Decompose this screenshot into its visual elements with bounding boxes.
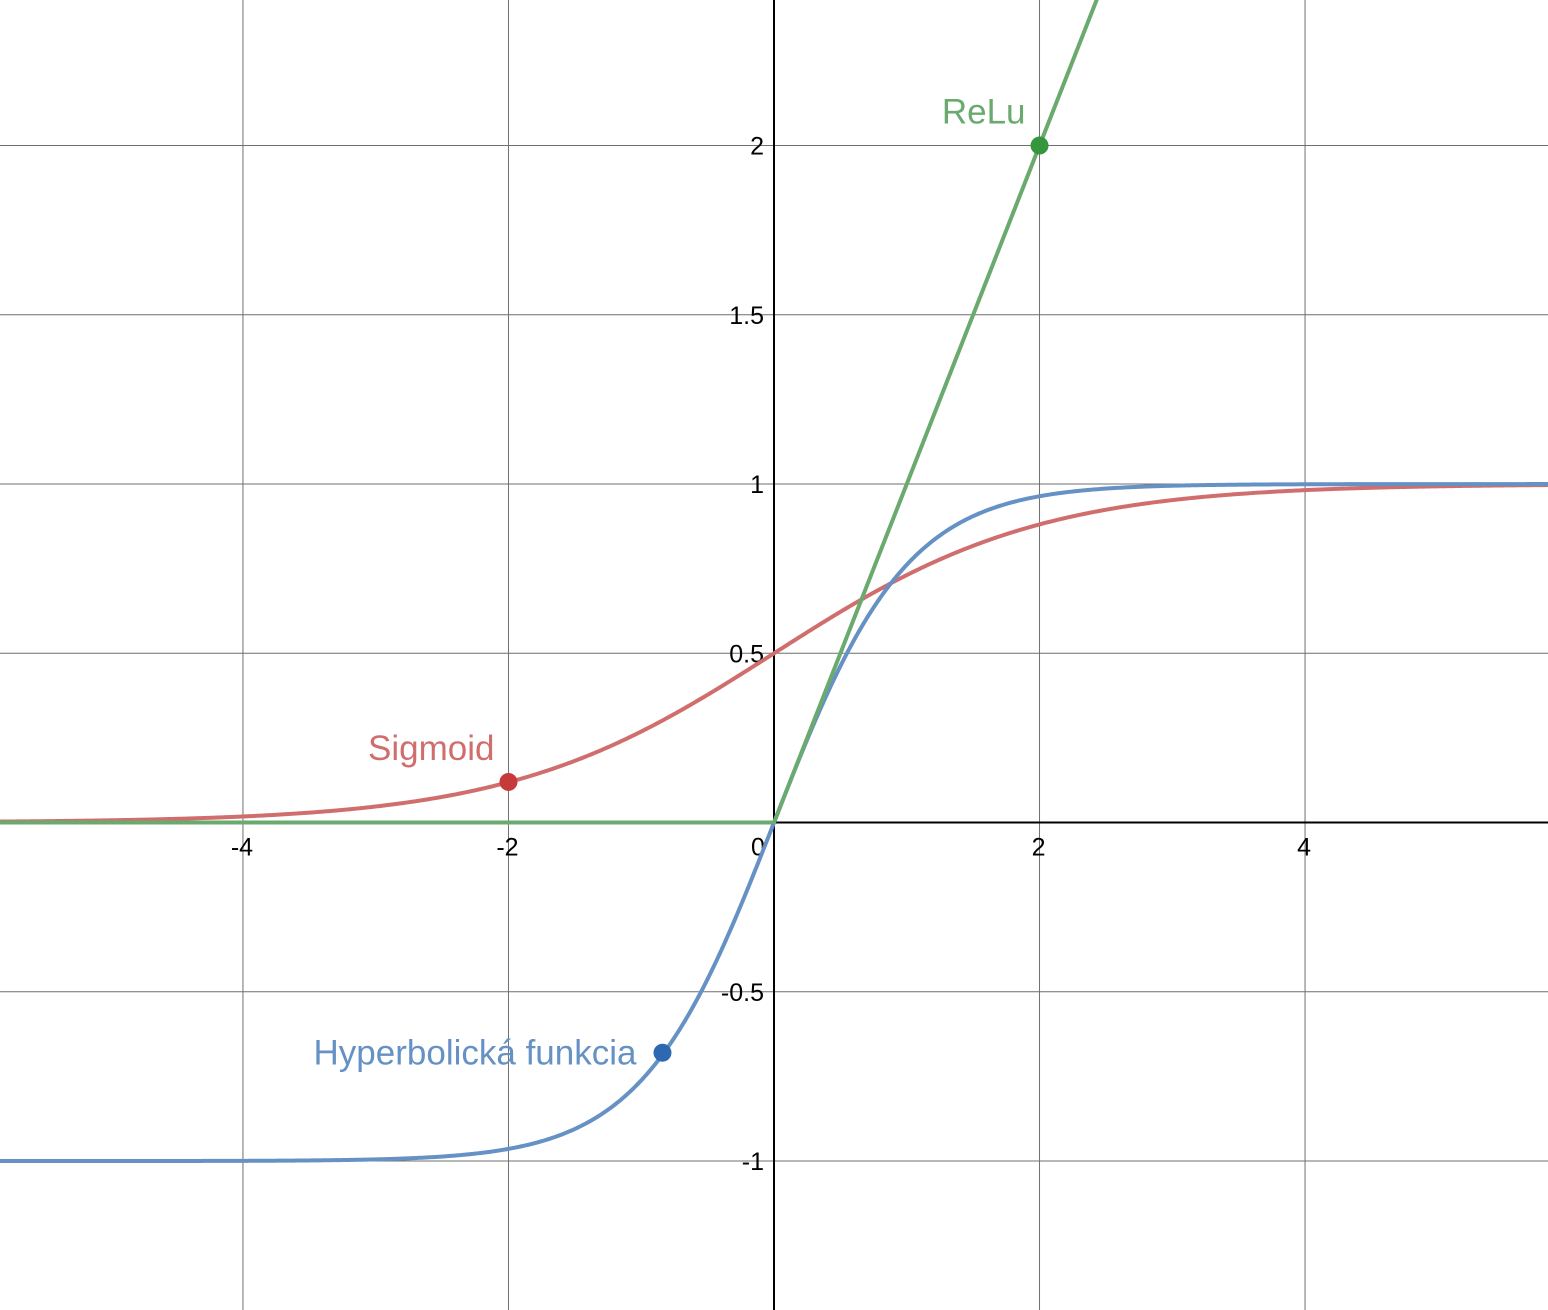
x-tick-label: 4 [1297, 834, 1311, 862]
series-points [499, 136, 1049, 1062]
series-label-sigmoid: Sigmoid [368, 729, 494, 768]
series-line-sigmoid [0, 483, 1548, 824]
y-tick-label: 1 [750, 471, 764, 499]
tick-labels: -4 -2 0 2 4-1-0.50.511.52 [231, 133, 1311, 1177]
y-tick-label: 1.5 [729, 302, 764, 330]
series-labels: Sigmoid ReLu Hyperbolická funkcia [314, 93, 1026, 1073]
series-point-sigmoid [499, 772, 518, 791]
series-point-relu [1030, 136, 1049, 155]
y-tick-label: -0.5 [721, 979, 764, 1007]
x-tick-label: -2 [496, 834, 518, 862]
y-tick-label: 2 [750, 133, 764, 161]
series-point-tanh [653, 1043, 672, 1062]
series-curves [0, 0, 1548, 1164]
series-label-tanh: Hyperbolická funkcia [314, 1034, 637, 1073]
series-line-relu [0, 0, 1099, 825]
x-tick-label: -4 [231, 834, 253, 862]
x-tick-label: 2 [1032, 834, 1046, 862]
series-label-relu: ReLu [942, 93, 1026, 132]
y-tick-label: -1 [742, 1148, 764, 1176]
